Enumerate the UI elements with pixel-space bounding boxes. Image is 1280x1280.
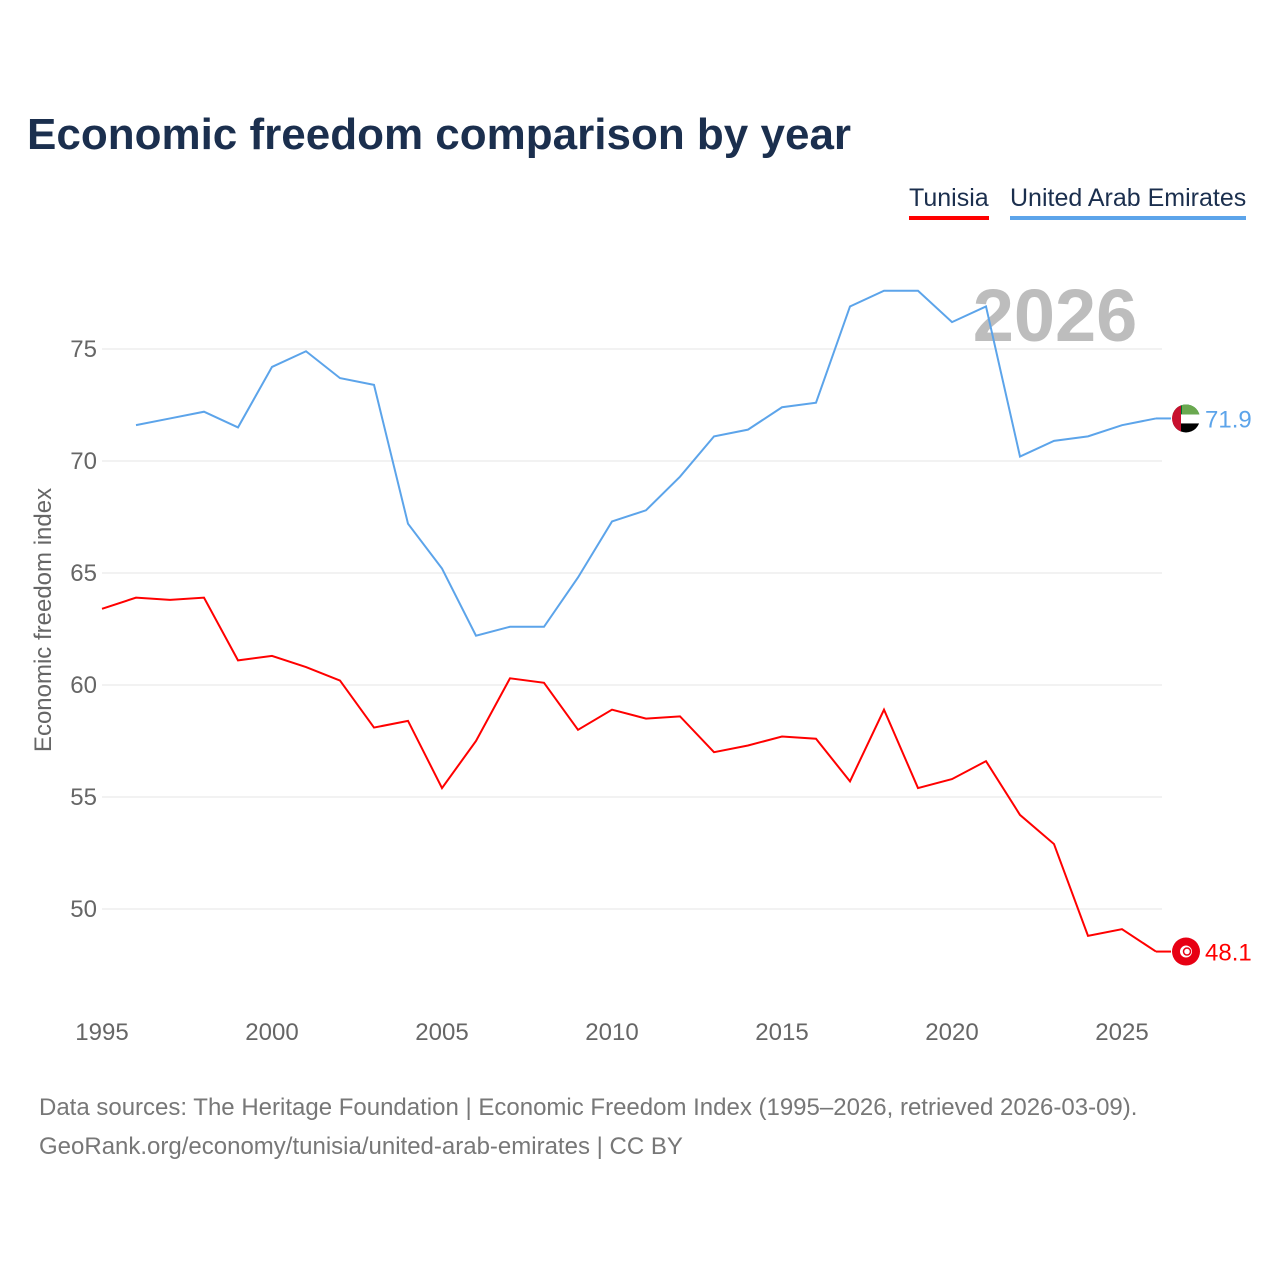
legend-tunisia[interactable]: Tunisia (909, 184, 989, 220)
data-point[interactable] (575, 574, 581, 580)
footer-url[interactable]: GeoRank.org/economy/tunisia/united-arab-… (39, 1133, 683, 1160)
y-tick-label: 50 (70, 896, 97, 923)
data-point[interactable] (405, 521, 411, 527)
data-point[interactable] (303, 348, 309, 354)
data-point[interactable] (1085, 433, 1091, 439)
x-tick-label: 2010 (585, 1019, 638, 1046)
data-point[interactable] (371, 725, 377, 731)
data-point[interactable] (847, 778, 853, 784)
end-value-label: 71.9 (1205, 406, 1252, 433)
data-point[interactable] (507, 675, 513, 681)
footer: Data sources: The Heritage Foundation | … (39, 1088, 1137, 1166)
data-point[interactable] (167, 597, 173, 603)
y-tick-label: 75 (70, 336, 97, 363)
data-point[interactable] (235, 424, 241, 430)
y-tick-label: 70 (70, 448, 97, 475)
x-tick-label: 2015 (755, 1019, 808, 1046)
data-point[interactable] (575, 727, 581, 733)
data-point[interactable] (779, 404, 785, 410)
y-tick-label: 60 (70, 672, 97, 699)
data-point[interactable] (1119, 926, 1125, 932)
data-point[interactable] (813, 736, 819, 742)
data-point[interactable] (915, 785, 921, 791)
data-point[interactable] (643, 507, 649, 513)
legend-uae[interactable]: United Arab Emirates (1010, 184, 1247, 220)
data-point[interactable] (881, 707, 887, 713)
data-point[interactable] (473, 738, 479, 744)
footer-sources: Data sources: The Heritage Foundation | … (39, 1094, 1138, 1121)
data-point[interactable] (609, 518, 615, 524)
data-point[interactable] (711, 749, 717, 755)
data-point[interactable] (1051, 438, 1057, 444)
data-point[interactable] (949, 319, 955, 325)
tunisia-flag-icon (1172, 937, 1200, 966)
data-point[interactable] (133, 422, 139, 428)
data-point[interactable] (745, 742, 751, 748)
data-point[interactable] (541, 680, 547, 686)
series-line-uae (135, 289, 1157, 637)
data-point[interactable] (337, 678, 343, 684)
data-point[interactable] (507, 624, 513, 630)
data-point[interactable] (949, 776, 955, 782)
data-point[interactable] (677, 474, 683, 480)
data-point[interactable] (439, 566, 445, 572)
x-tick-label: 2025 (1095, 1019, 1148, 1046)
end-value-label: 48.1 (1205, 940, 1252, 967)
data-point[interactable] (269, 653, 275, 659)
data-point[interactable] (405, 718, 411, 724)
y-tick-label: 65 (70, 560, 97, 587)
series-line-tunisia (101, 596, 1157, 953)
data-point[interactable] (473, 633, 479, 639)
data-point[interactable] (1119, 422, 1125, 428)
x-tick-label: 2020 (925, 1019, 978, 1046)
y-tick-label: 55 (70, 784, 97, 811)
data-point[interactable] (235, 657, 241, 663)
data-point[interactable] (983, 303, 989, 309)
x-tick-label: 2000 (245, 1019, 298, 1046)
data-point[interactable] (779, 734, 785, 740)
uae-flag-icon (1172, 404, 1200, 433)
data-point[interactable] (881, 288, 887, 294)
line-chart: 2026 Economic freedom index 50 55 60 65 70 75… (30, 274, 1252, 1046)
data-point[interactable] (745, 427, 751, 433)
data-point[interactable] (303, 664, 309, 670)
data-point[interactable] (201, 595, 207, 601)
x-tick-label: 2005 (415, 1019, 468, 1046)
data-point[interactable] (847, 303, 853, 309)
data-point[interactable] (609, 707, 615, 713)
data-point[interactable] (201, 409, 207, 415)
data-point[interactable] (677, 713, 683, 719)
data-point[interactable] (1017, 454, 1023, 460)
y-axis-label: Economic freedom index (30, 488, 57, 752)
data-point[interactable] (1051, 841, 1057, 847)
data-point[interactable] (915, 288, 921, 294)
data-point[interactable] (1017, 812, 1023, 818)
data-point[interactable] (541, 624, 547, 630)
data-point[interactable] (337, 375, 343, 381)
data-point[interactable] (813, 400, 819, 406)
chart-title: Economic freedom comparison by year (27, 110, 852, 159)
data-point[interactable] (269, 364, 275, 370)
data-point[interactable] (133, 595, 139, 601)
x-tick-label: 1995 (75, 1019, 128, 1046)
data-point[interactable] (1085, 933, 1091, 939)
data-point[interactable] (643, 716, 649, 722)
data-point[interactable] (99, 606, 105, 612)
data-point[interactable] (983, 758, 989, 764)
data-point[interactable] (439, 785, 445, 791)
year-watermark: 2026 (973, 274, 1138, 357)
data-point[interactable] (167, 415, 173, 421)
data-point[interactable] (371, 382, 377, 388)
data-point[interactable] (711, 433, 717, 439)
